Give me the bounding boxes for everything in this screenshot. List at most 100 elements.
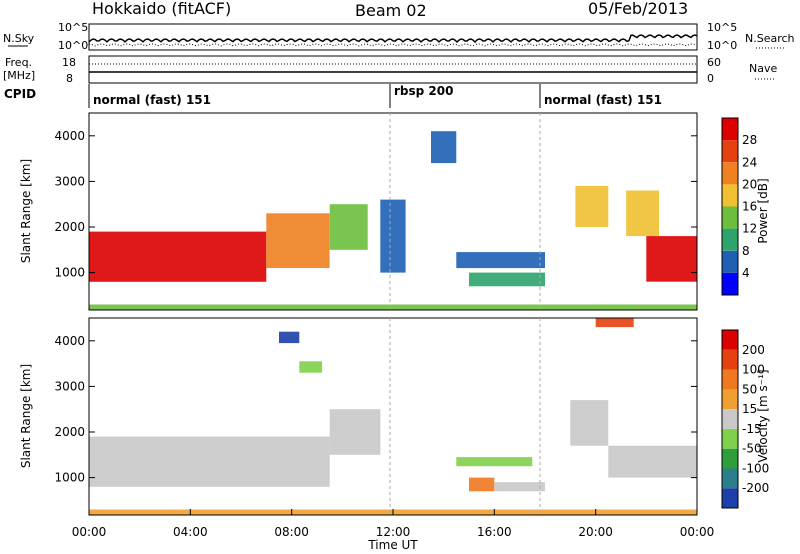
time-tick-6: 00:00 (680, 525, 715, 539)
noise-right-tick-bottom: 10^0 (707, 39, 737, 52)
velocity-colorbar-tick-2: 50 (742, 382, 757, 396)
power-colorbar-tick-1: 8 (742, 244, 750, 258)
power-colorbar-swatch-5 (722, 162, 738, 185)
power-colorbar-tick-2: 12 (742, 222, 757, 236)
velocity-cell-0 (89, 436, 330, 487)
power-cell-9 (646, 236, 697, 282)
power-range-tick-1: 2000 (54, 220, 85, 234)
power-cell-2 (329, 204, 368, 250)
cpid-row: normal (fast) 151 rbsp 200 normal (fast)… (88, 84, 662, 108)
freq-unit-label: [MHz] (3, 69, 35, 82)
power-colorbar-tick-6: 28 (742, 133, 757, 147)
velocity-range-tick-2: 3000 (54, 379, 85, 393)
velocity-colorbar-swatch-4 (722, 409, 738, 429)
station-title: Hokkaido (fitACF) (92, 0, 231, 18)
velocity-colorbar-tick-5: -50 (742, 442, 762, 456)
freq-right-tick-top: 60 (707, 56, 721, 69)
power-colorbar: 4 8 12 16 20 24 28 (721, 117, 757, 296)
cpid-segment-0: normal (fast) 151 (93, 93, 211, 107)
power-colorbar-swatch-2 (722, 228, 738, 251)
cpid-label: CPID (4, 87, 36, 101)
freq-label: Freq. (5, 56, 32, 69)
velocity-colorbar-tick-4: -15 (742, 422, 762, 436)
noise-left-tick-bottom: 10^0 (58, 39, 88, 52)
power-range-axis-label: Slant Range [km] (19, 159, 33, 263)
velocity-colorbar-swatch-2 (722, 448, 738, 469)
date-title: 05/Feb/2013 (588, 0, 688, 18)
velocity-colorbar-tick-3: 15 (742, 402, 757, 416)
power-colorbar-swatch-1 (722, 250, 738, 273)
velocity-cell-3 (299, 361, 323, 373)
time-axis-ticks: 00:00 04:00 08:00 12:00 16:00 20:00 00:00 (72, 509, 715, 539)
velocity-cell-6 (494, 482, 545, 492)
velocity-colorbar-tick-6: -100 (742, 461, 769, 475)
power-colorbar-swatch-0 (722, 272, 738, 295)
noise-sky-label: N.Sky (3, 32, 35, 45)
velocity-colorbar-swatch-1 (722, 468, 738, 489)
velocity-colorbar-swatch-7 (722, 349, 738, 370)
power-colorbar-swatch-4 (722, 184, 738, 207)
power-cell-0 (89, 231, 267, 282)
freq-left-tick-top: 18 (62, 56, 76, 69)
power-panel-frame (88, 112, 698, 311)
velocity-colorbar-swatch-6 (722, 369, 738, 390)
power-colorbar-swatch-3 (722, 206, 738, 229)
velocity-colorbar-label: Velocity [m s⁻¹] (756, 369, 770, 462)
power-colorbar-tick-0: 4 (742, 266, 750, 280)
velocity-colorbar-frame (721, 329, 739, 509)
noise-sky-trace (88, 34, 698, 44)
power-colorbar-swatch-6 (722, 140, 738, 163)
velocity-range-tick-3: 4000 (54, 334, 85, 348)
power-cell-10 (89, 304, 697, 310)
time-tick-5: 20:00 (578, 525, 613, 539)
power-cell-6 (469, 272, 545, 287)
velocity-cell-9 (595, 318, 634, 328)
power-cell-3 (380, 199, 406, 273)
power-range-tick-2: 3000 (54, 174, 85, 188)
velocity-colorbar-swatch-5 (722, 389, 738, 410)
velocity-cell-2 (279, 331, 300, 344)
power-colorbar-tick-3: 16 (742, 200, 757, 214)
time-tick-1: 04:00 (173, 525, 208, 539)
power-colorbar-frame (721, 117, 739, 296)
velocity-range-tick-1: 2000 (54, 425, 85, 439)
freq-left-tick-bottom: 8 (66, 72, 73, 85)
power-cell-7 (575, 186, 609, 227)
velocity-range-ticks: 1000 2000 3000 4000 (54, 334, 697, 485)
power-heatmap (89, 131, 697, 310)
beam-title: Beam 02 (355, 1, 427, 20)
power-cell-5 (456, 252, 545, 269)
time-tick-4: 16:00 (477, 525, 512, 539)
velocity-range-axis-label: Slant Range [km] (19, 364, 33, 468)
time-tick-0: 00:00 (72, 525, 107, 539)
power-colorbar-label: Power [dB] (756, 178, 770, 243)
freq-right-tick-bottom: 0 (707, 72, 714, 85)
nave-label: Nave (749, 62, 777, 75)
velocity-colorbar: 200 100 50 15 -15 -50 -100 -200 (721, 329, 769, 509)
velocity-cell-8 (608, 445, 697, 478)
power-panel: 1000 2000 3000 4000 Slant Range [km] 4 8 12 16… (19, 112, 770, 311)
power-range-tick-3: 4000 (54, 129, 85, 143)
time-tick-3: 12:00 (376, 525, 411, 539)
time-axis-label: Time UT (367, 538, 418, 552)
velocity-heatmap (89, 318, 697, 515)
velocity-cell-7 (570, 400, 609, 446)
power-cell-8 (626, 190, 659, 237)
noise-left-tick-top: 10^5 (58, 21, 88, 34)
cpid-segment-1: rbsp 200 (394, 84, 453, 98)
power-range-ticks: 1000 2000 3000 4000 (54, 129, 697, 280)
velocity-colorbar-tick-0: 200 (742, 343, 765, 357)
noise-panel: N.Sky 10^5 10^0 10^5 10^0 N.Search (3, 21, 795, 52)
power-cell-1 (266, 213, 330, 268)
power-colorbar-swatch-7 (722, 118, 738, 141)
velocity-colorbar-swatch-8 (722, 330, 738, 350)
velocity-cell-1 (329, 409, 381, 455)
time-tick-2: 08:00 (274, 525, 309, 539)
velocity-cell-4 (456, 457, 533, 467)
velocity-colorbar-tick-1: 100 (742, 363, 765, 377)
noise-right-tick-top: 10^5 (707, 21, 737, 34)
power-range-tick-0: 1000 (54, 266, 85, 280)
velocity-panel: 1000 2000 3000 4000 Slant Range [km] 200 100… (19, 317, 770, 516)
freq-panel: Freq. [MHz] 18 8 60 0 Nave CPID (3, 55, 777, 101)
